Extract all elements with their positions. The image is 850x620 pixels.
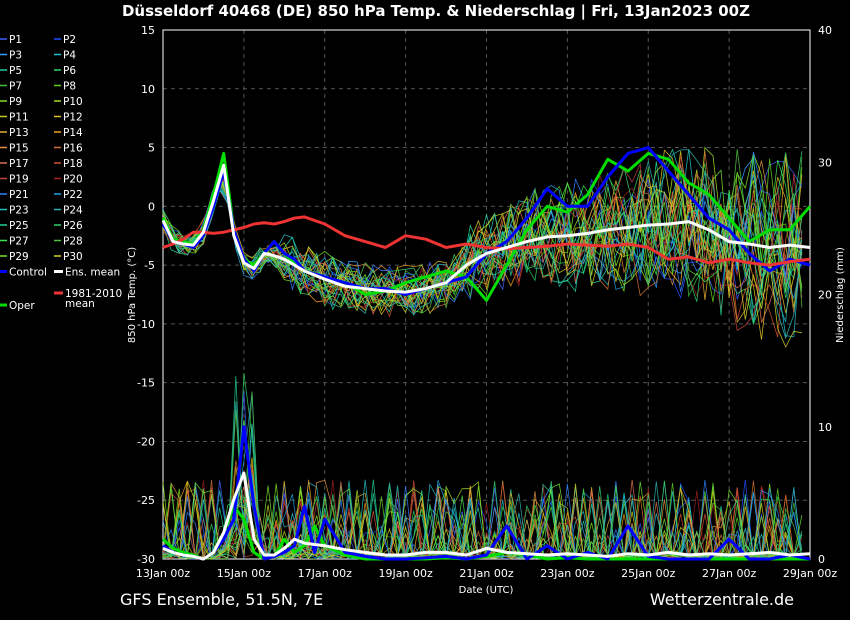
x-tick-label: 23Jan 00z [540,567,594,580]
legend-item-p3: P3 [9,50,22,62]
x-tick-label: 13Jan 00z [136,567,190,580]
legend-item-p1: P1 [9,34,22,46]
y-tick-label: 5 [148,142,155,155]
x-axis-label: Date (UTC) [459,585,514,596]
legend-item-p21: P21 [9,189,29,201]
legend-item-p5: P5 [9,65,22,77]
y2-tick-label: 40 [818,24,832,37]
x-tick-label: 27Jan 00z [702,567,756,580]
series-line-ens-mean-temp [161,163,811,294]
member-temp-line [162,175,803,309]
legend-item-clim-line2: mean [65,298,95,310]
x-tick-label: 29Jan 00z [783,567,837,580]
y-tick-label: 15 [141,24,155,37]
legend-item-p26: P26 [63,220,83,232]
legend-item-p2: P2 [63,34,76,46]
member-temp-line [162,160,803,307]
legend-item-ens-mean: Ens. mean [65,267,120,279]
y-tick-label: -25 [137,494,155,507]
legend-item-p23: P23 [9,205,29,217]
y2-tick-label: 20 [818,289,832,302]
y2-tick-label: 0 [818,553,825,566]
y-tick-label: 10 [141,83,155,96]
legend-item-p6: P6 [63,65,76,77]
legend-item-p25: P25 [9,220,29,232]
legend-item-p7: P7 [9,81,22,93]
legend-item-p19: P19 [9,174,29,186]
member-temp-line [162,155,803,300]
footer-model: GFS Ensemble, 51.5N, 7E [120,590,323,609]
legend-item-p14: P14 [63,127,83,139]
legend-item-p29: P29 [9,251,29,263]
legend-item-p27: P27 [9,236,29,248]
x-tick-label: 19Jan 00z [379,567,433,580]
legend-item-p12: P12 [63,112,83,124]
legend-item-p13: P13 [9,127,29,139]
y-axis-label: 850 hPa Temp. (°C) [127,247,138,343]
legend-item-p30: P30 [63,251,83,263]
legend-item-control: Control [9,267,47,279]
y2-tick-label: 10 [818,421,832,434]
legend-item-p9: P9 [9,96,22,108]
x-tick-label: 15Jan 00z [217,567,271,580]
series-line-1981-2010-mean-temp [162,215,811,267]
legend-item-clim-line1: 1981-2010 [65,288,122,300]
legend-item-p17: P17 [9,158,29,170]
legend-item-p22: P22 [63,189,83,201]
legend-item-p20: P20 [63,174,83,186]
chart-title: Düsseldorf 40468 (DE) 850 hPa Temp. & Ni… [122,2,750,21]
legend-item-p15: P15 [9,143,29,155]
x-tick-label: 17Jan 00z [298,567,352,580]
main-series-lines [161,146,812,561]
legend-item-p28: P28 [63,236,83,248]
footer-source: Wetterzentrale.de [650,590,794,609]
x-tick-label: 21Jan 00z [459,567,513,580]
y-tick-label: -30 [137,553,155,566]
x-tick-label: 25Jan 00z [621,567,675,580]
legend-item-oper: Oper [9,300,35,312]
y2-axis-label: Niederschlag (mm) [835,247,846,343]
legend-item-p8: P8 [63,81,76,93]
y-tick-label: -15 [137,377,155,390]
y-tick-label: -5 [144,259,155,272]
legend-item-p24: P24 [63,205,83,217]
legend-item-p16: P16 [63,143,83,155]
legend-item-p10: P10 [63,96,83,108]
y-tick-label: -20 [137,435,155,448]
legend: P1 P2 P3 P4 P5 P6 P7 P8 P9 P10 P11 P12 P13 P14 P15 P16 P… [0,34,122,312]
member-precip-line [162,481,803,560]
legend-item-p4: P4 [63,50,76,62]
series-line-ens-mean-precip [162,471,811,561]
y2-tick-label: 30 [818,156,832,169]
y-tick-label: -10 [137,318,155,331]
legend-item-p18: P18 [63,158,83,170]
series-line-control-precip [162,425,811,561]
legend-item-p11: P11 [9,112,29,124]
y-tick-label: 0 [148,200,155,213]
